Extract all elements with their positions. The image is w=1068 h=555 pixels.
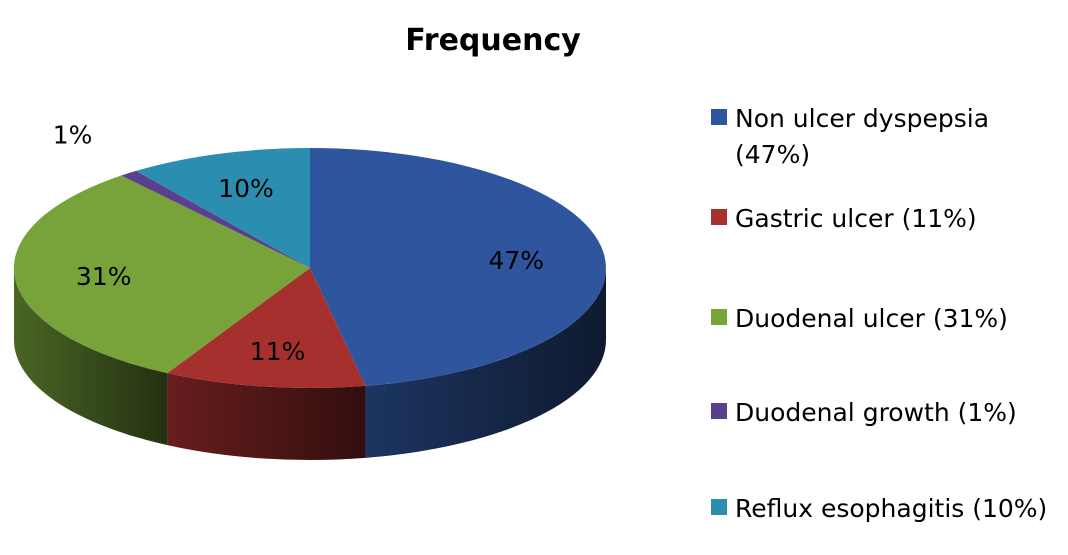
data-label-gastric-ulcer: 11% [250, 337, 306, 366]
pie-sides [13, 268, 606, 460]
legend-item-duodenal-ulcer: Duodenal ulcer (31%) [711, 304, 1008, 333]
legend-label: Reflux esophagitis (10%) [735, 494, 1047, 523]
legend-label: (47%) [735, 140, 810, 169]
pie-side-non-ulcer-dyspepsia [365, 268, 606, 458]
data-labels: 47% 11% 31% 1% 10% [53, 121, 544, 366]
legend: Non ulcer dyspepsia (47%) Gastric ulcer (1… [711, 104, 1047, 523]
data-label-non-ulcer-dyspepsia: 47% [488, 246, 544, 275]
data-label-reflux-esophagitis: 10% [218, 174, 274, 203]
pie-slice-non-ulcer-dyspepsia [310, 148, 606, 386]
chart-title: Frequency [405, 23, 581, 58]
pie-side-gastric-ulcer [167, 373, 366, 460]
legend-item-non-ulcer-dyspepsia: Non ulcer dyspepsia (47%) [711, 104, 989, 169]
legend-label: Duodenal growth (1%) [735, 398, 1017, 427]
legend-label: Duodenal ulcer (31%) [735, 304, 1008, 333]
pie-side-duodenal-ulcer [13, 268, 168, 446]
legend-item-gastric-ulcer: Gastric ulcer (11%) [711, 204, 977, 233]
data-label-duodenal-growth: 1% [53, 121, 93, 150]
legend-item-duodenal-growth: Duodenal growth (1%) [711, 398, 1017, 427]
pie-slice-reflux-esophagitis [136, 148, 310, 268]
legend-swatch [711, 403, 727, 419]
pie-slice-gastric-ulcer [167, 268, 366, 388]
pie-slices [13, 148, 606, 388]
legend-item-reflux-esophagitis: Reflux esophagitis (10%) [711, 494, 1047, 523]
pie-slice-duodenal-growth [121, 170, 310, 268]
pie-slice-duodenal-ulcer [13, 175, 310, 374]
data-label-duodenal-ulcer: 31% [76, 262, 132, 291]
legend-label: Non ulcer dyspepsia [735, 104, 989, 133]
legend-label: Gastric ulcer (11%) [735, 204, 977, 233]
legend-swatch [711, 109, 727, 125]
legend-swatch [711, 209, 727, 225]
legend-swatch [711, 499, 727, 515]
legend-swatch [711, 309, 727, 325]
